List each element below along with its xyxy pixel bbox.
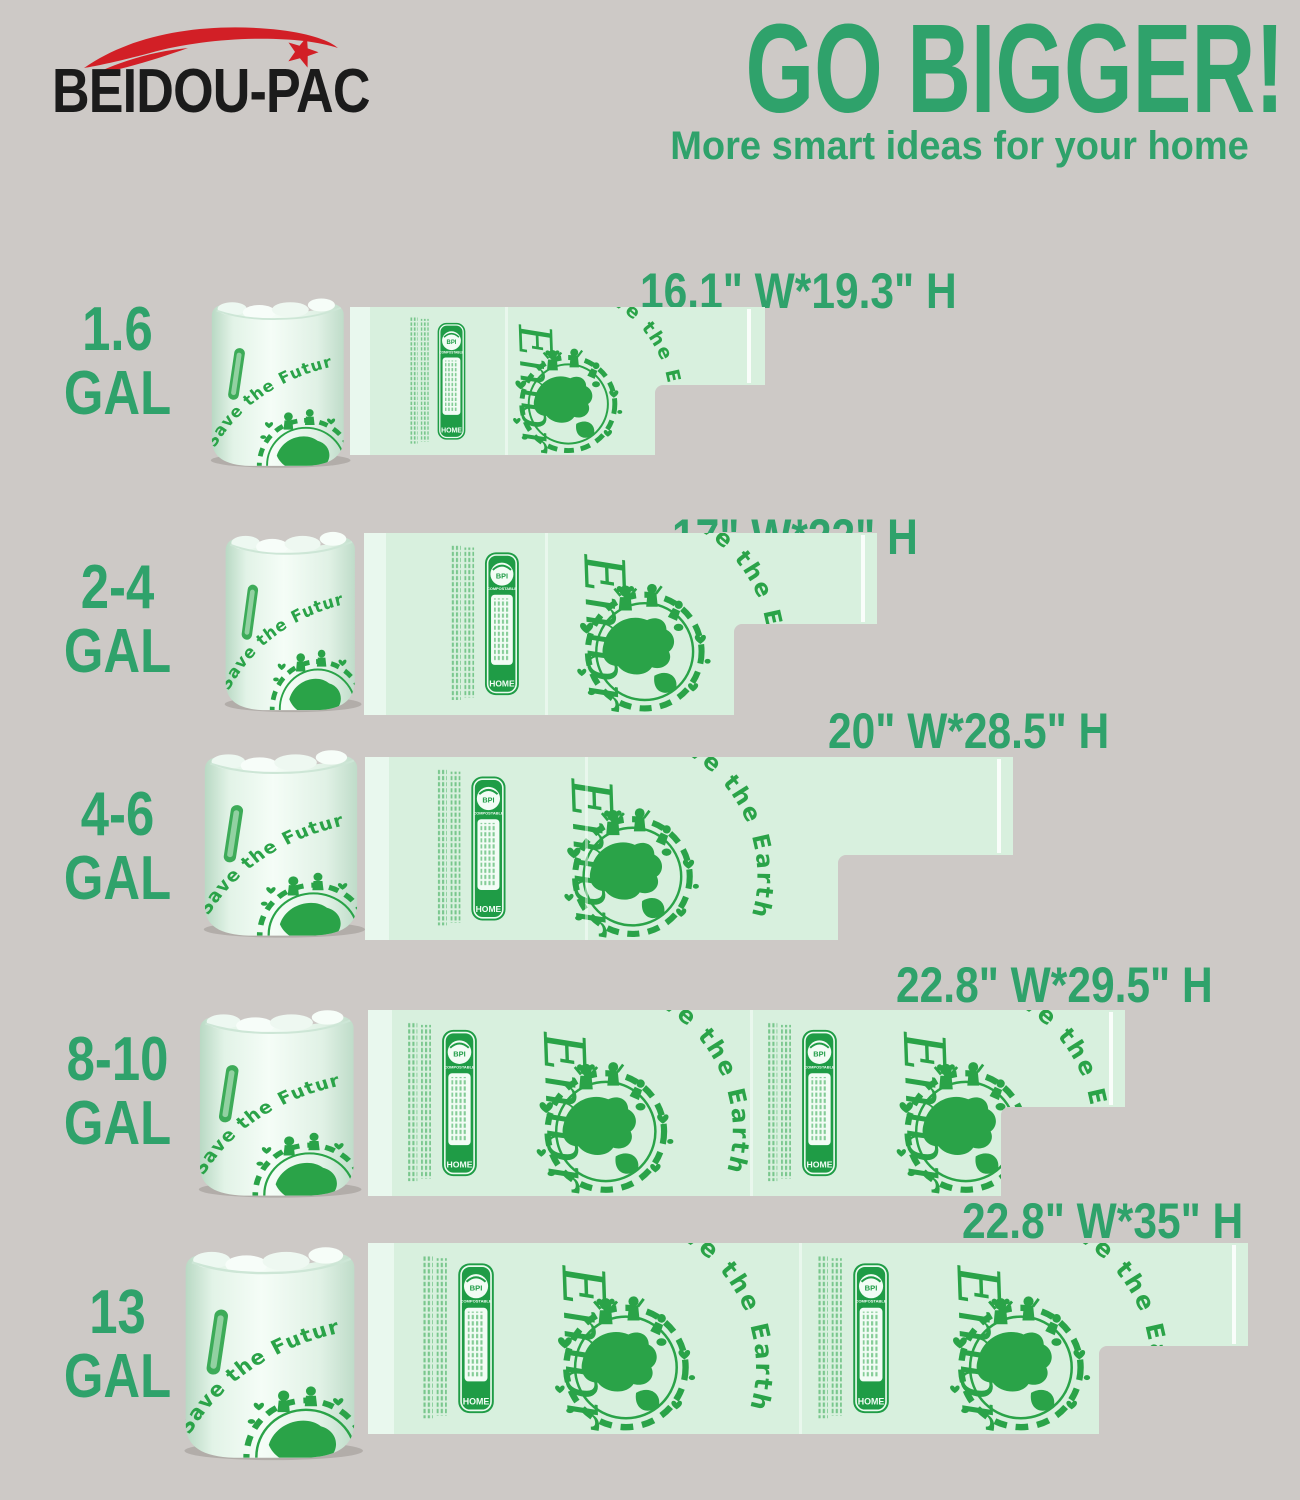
size-value: 13 [89,1278,146,1347]
brand-logo: BEIDOU-PAC [52,16,432,126]
brand-swoosh-icon [84,27,338,75]
brand-star-icon [288,36,319,68]
bag-edge-highlight [861,535,865,622]
size-label-13-gal: 13 GAL [35,1278,200,1412]
dimension-label-row5: 22.8" W*35" H [962,1193,1244,1249]
size-unit: GAL [63,359,172,429]
bag-edge-highlight [1232,1245,1236,1344]
size-label-1.6-gal: 1.6 GAL [35,295,200,429]
bag-edge-highlight [747,309,751,383]
size-value: 1.6 [82,295,153,364]
page-title: GO BIGGER! [745,0,1285,139]
bag-fold-line [545,533,548,715]
dimension-label-row4: 22.8" W*29.5" H [896,957,1213,1013]
product-row4 [190,995,1125,1205]
size-value: 4-6 [80,780,155,849]
size-unit: GAL [63,1089,172,1159]
bag-fold-line [750,1010,753,1196]
product-row3 [195,735,1013,950]
bag-fold-line [505,307,508,455]
dimension-label-row3: 20" W*28.5" H [828,703,1110,759]
size-unit: GAL [63,844,172,914]
header-block: GO BIGGER! More smart ideas for your hom… [630,6,1290,169]
product-row5 [175,1235,1248,1465]
size-value: 8-10 [66,1025,169,1094]
size-label-2-4-gal: 2-4 GAL [35,553,200,687]
page-subtitle: More smart ideas for your home [670,124,1250,168]
size-value: 2-4 [80,553,155,622]
size-label-8-10-gal: 8-10 GAL [35,1025,200,1159]
product-row2 [215,515,877,720]
brand-name: BEIDOU-PAC [52,57,370,126]
size-unit: GAL [63,617,172,687]
bag-fold-line [585,757,588,940]
bag-edge-highlight [1109,1012,1113,1105]
size-unit: GAL [63,1342,172,1412]
bag-shape [365,757,1013,940]
product-row1 [205,292,765,472]
bag-edge-highlight [997,759,1001,853]
bag-fold-line [799,1243,802,1434]
size-label-4-6-gal: 4-6 GAL [35,780,200,914]
